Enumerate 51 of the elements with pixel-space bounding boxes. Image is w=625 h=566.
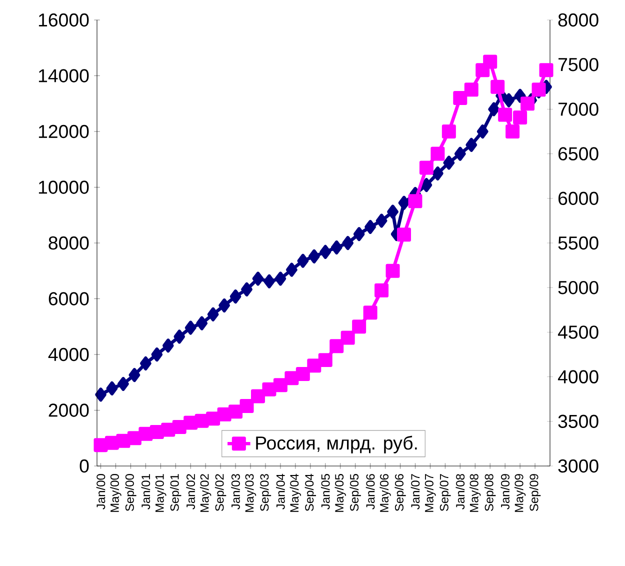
x-tick-label: Jan/09 xyxy=(500,474,510,510)
x-tick-label: Jan/02 xyxy=(186,474,196,510)
x-tick-label: Sep/01 xyxy=(170,474,182,512)
y2-tick-label: 4500 xyxy=(558,326,598,339)
x-tick-label: Sep/04 xyxy=(304,474,316,512)
x-tick-label: May/06 xyxy=(380,474,391,512)
x-tick-label: Sep/08 xyxy=(484,474,496,512)
x-tick-label: Jan/04 xyxy=(276,474,285,510)
y2-tick-label: 4000 xyxy=(558,370,598,384)
x-tick-label: May/04 xyxy=(290,474,302,512)
x-tick-label: Sep/00 xyxy=(125,474,136,512)
x-tick-label: Jan/05 xyxy=(320,474,330,510)
x-tick-label: Sep/06 xyxy=(394,474,406,512)
x-tick-label: May/03 xyxy=(244,474,256,512)
y2-tick-label: 3000 xyxy=(558,459,598,473)
y2-tick-label: 6000 xyxy=(558,192,598,206)
x-tick-label: Jan/01 xyxy=(141,474,150,510)
x-tick-label: Jan/07 xyxy=(410,474,420,510)
y2-tick-label: 5000 xyxy=(558,280,598,294)
y2-tick-label: 7500 xyxy=(558,58,598,72)
x-tick-label: May/00 xyxy=(110,474,122,512)
x-tick-label: Jan/03 xyxy=(231,474,240,510)
y-tick-label: 16000 xyxy=(38,13,89,27)
x-tick-label: May/01 xyxy=(155,474,166,512)
y-tick-label: 4000 xyxy=(48,348,89,362)
x-tick-label: Sep/03 xyxy=(260,474,272,512)
x-tick-label: May/05 xyxy=(334,474,346,512)
y2-tick-label: 5500 xyxy=(558,236,598,250)
y2-tick-label: 6500 xyxy=(558,147,598,160)
x-tick-label: May/02 xyxy=(200,474,212,512)
y2-tick-label: 7000 xyxy=(558,102,598,116)
y-tick-label: 8000 xyxy=(48,236,89,250)
x-tick-label: Jan/08 xyxy=(456,474,465,510)
x-tick-label: Jan/06 xyxy=(366,474,375,510)
x-tick-label: Jan/00 xyxy=(96,474,106,510)
x-tick-label: Sep/07 xyxy=(440,474,451,512)
y2-tick-label: 3500 xyxy=(558,414,598,428)
x-tick-label: Sep/02 xyxy=(214,474,226,512)
x-tick-label: May/07 xyxy=(424,474,436,512)
y-tick-label: 2000 xyxy=(48,404,89,417)
y-tick-label: 14000 xyxy=(38,69,89,82)
y-tick-label: 0 xyxy=(80,459,89,473)
x-tick-label: Sep/05 xyxy=(350,474,361,512)
x-tick-label: Sep/09 xyxy=(529,474,541,512)
y-tick-label: 10000 xyxy=(38,180,89,194)
y2-tick-label: 8000 xyxy=(558,13,598,27)
x-tick-label: May/09 xyxy=(514,474,526,512)
x-tick-label: May/08 xyxy=(470,474,481,512)
legend-label: Россия, млрд. руб. xyxy=(256,436,417,454)
y-tick-label: 6000 xyxy=(48,292,89,306)
y-tick-label: 12000 xyxy=(38,124,89,138)
